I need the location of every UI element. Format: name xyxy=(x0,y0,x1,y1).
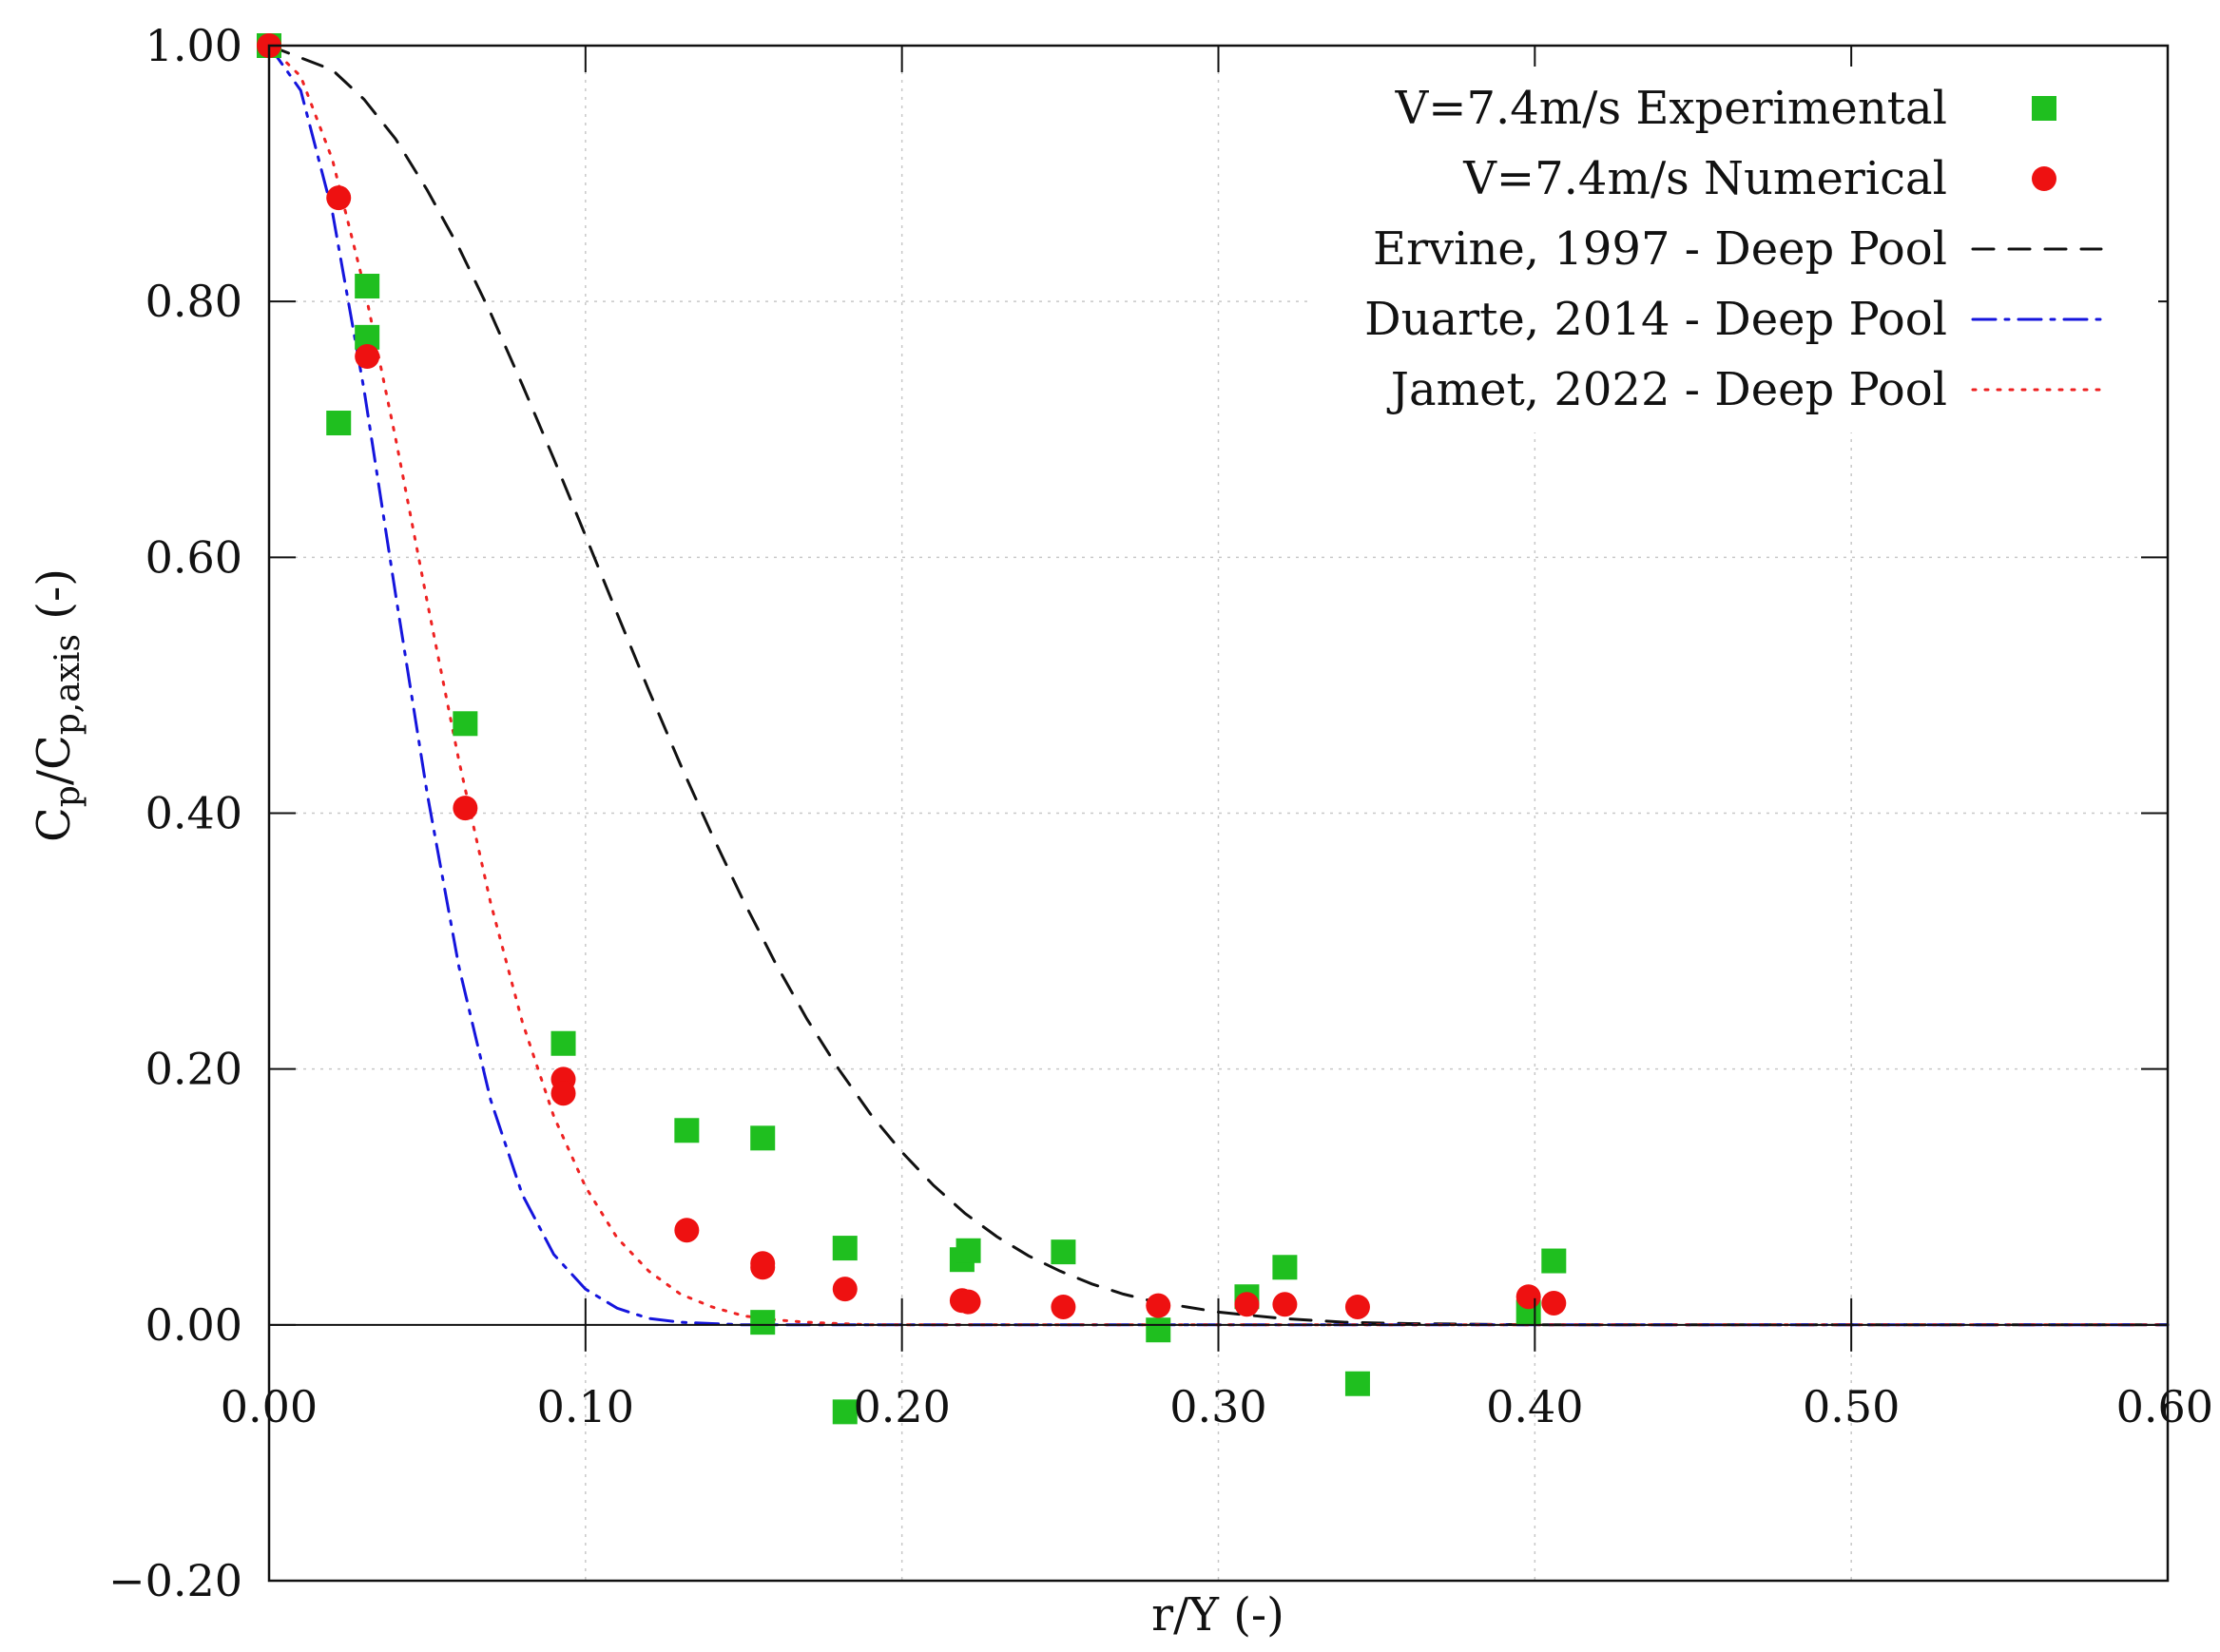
y-tick-label: 0.40 xyxy=(145,788,242,839)
experimental-point xyxy=(956,1238,981,1263)
y-axis-label-mid: /C xyxy=(28,735,81,785)
numerical-point xyxy=(832,1277,858,1302)
y-axis-label: Cp/Cp,axis (-) xyxy=(28,568,87,842)
experimental-point xyxy=(1146,1317,1171,1343)
y-tick-label: 0.60 xyxy=(145,531,242,583)
y-axis-label-main: C xyxy=(28,807,81,842)
experimental-point xyxy=(550,1030,576,1056)
x-tick-label: 0.60 xyxy=(2116,1381,2213,1432)
experimental-point xyxy=(750,1310,776,1335)
x-tick-label: 0.30 xyxy=(1169,1381,1266,1432)
experimental-point xyxy=(1051,1239,1076,1265)
experimental-point xyxy=(674,1118,700,1143)
series-markers xyxy=(257,33,1567,1425)
numerical-point xyxy=(550,1081,576,1106)
axis-ticks: 0.00 0.10 0.20 0.30 0.40 0.50 0.60 −0.20 0.00 0.2… xyxy=(108,20,2213,1606)
numerical-point xyxy=(1344,1294,1370,1319)
experimental-point xyxy=(355,274,380,299)
x-tick-label: 0.50 xyxy=(1803,1381,1900,1432)
x-tick-label: 0.40 xyxy=(1486,1381,1583,1432)
series-line xyxy=(267,44,2170,1327)
experimental-point xyxy=(326,411,352,436)
experimental-point xyxy=(832,1236,858,1261)
y-tick-label: 0.80 xyxy=(145,276,242,327)
y-axis-label-sub2: p,axis xyxy=(48,634,87,735)
legend-label: Ervine, 1997 - Deep Pool xyxy=(1373,222,1947,276)
numerical-point xyxy=(1272,1292,1298,1317)
numerical-point xyxy=(1146,1293,1171,1318)
y-axis-label-tail: (-) xyxy=(28,568,81,634)
series-lines xyxy=(267,44,2170,1327)
legend-square-sample xyxy=(2032,96,2056,121)
series-line xyxy=(267,44,2170,1327)
numerical-point xyxy=(1541,1290,1567,1316)
experimental-point xyxy=(1272,1255,1298,1280)
numerical-point xyxy=(355,344,380,370)
numerical-point xyxy=(956,1289,981,1315)
numerical-point xyxy=(1234,1292,1260,1317)
numerical-point xyxy=(750,1255,776,1280)
experimental-point xyxy=(832,1399,858,1425)
legend-circle-sample xyxy=(2032,166,2056,191)
y-axis-label-sub1: p xyxy=(48,785,87,807)
legend-label: Jamet, 2022 - Deep Pool xyxy=(1386,363,1947,416)
x-tick-label: 0.00 xyxy=(221,1381,318,1432)
experimental-point xyxy=(1344,1371,1370,1396)
x-tick-label: 0.10 xyxy=(537,1381,634,1432)
experimental-point xyxy=(1541,1248,1567,1274)
numerical-point xyxy=(674,1218,700,1243)
y-tick-label: 1.00 xyxy=(145,20,242,71)
legend-label: Duarte, 2014 - Deep Pool xyxy=(1364,293,1947,346)
legend-label: V=7.4m/s Experimental xyxy=(1395,82,1947,135)
x-axis-label: r/Y (-) xyxy=(1151,1588,1284,1642)
numerical-point xyxy=(1515,1284,1541,1310)
legend: V=7.4m/s Experimental V=7.4m/s Numerical E… xyxy=(1312,67,2158,432)
numerical-point xyxy=(326,185,352,211)
series-line xyxy=(267,44,2170,1327)
experimental-point xyxy=(453,711,478,737)
numerical-point xyxy=(1051,1294,1076,1319)
numerical-point xyxy=(453,796,478,821)
experimental-point xyxy=(750,1125,776,1151)
y-tick-label: 0.00 xyxy=(145,1299,242,1351)
y-tick-label: 0.20 xyxy=(145,1044,242,1095)
legend-label: V=7.4m/s Numerical xyxy=(1462,152,1947,205)
x-tick-label: 0.20 xyxy=(853,1381,950,1432)
y-tick-label: −0.20 xyxy=(108,1555,242,1606)
